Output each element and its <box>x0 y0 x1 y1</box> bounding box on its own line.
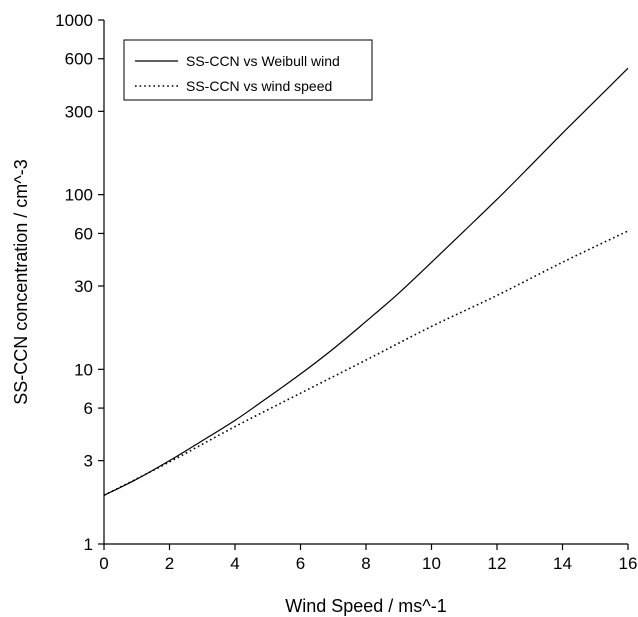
y-tick-label: 100 <box>65 186 93 205</box>
y-axis-title: SS-CCN concentration / cm^-3 <box>11 159 31 405</box>
legend-label-weibull: SS-CCN vs Weibull wind <box>186 53 340 69</box>
legend-label-wind-speed: SS-CCN vs wind speed <box>186 78 332 94</box>
y-tick-label: 30 <box>74 277 93 296</box>
y-tick-label: 6 <box>84 399 93 418</box>
x-tick-label: 16 <box>619 554 638 573</box>
legend: SS-CCN vs Weibull wind SS-CCN vs wind sp… <box>123 39 373 101</box>
x-tick-label: 14 <box>553 554 572 573</box>
series-line-wind-speed <box>103 230 629 497</box>
series-line-weibull <box>103 67 629 496</box>
y-tick-label: 600 <box>65 50 93 69</box>
y-tick-label: 1 <box>84 535 93 554</box>
y-tick-label: 300 <box>65 102 93 121</box>
x-tick-label: 0 <box>99 554 108 573</box>
y-tick-label: 10 <box>74 360 93 379</box>
y-tick-label: 1000 <box>55 11 93 30</box>
x-tick-label: 8 <box>361 554 370 573</box>
y-tick-label: 60 <box>74 224 93 243</box>
x-axis-title: Wind Speed / ms^-1 <box>285 596 447 616</box>
legend-box <box>123 39 373 101</box>
y-tick-label: 3 <box>84 452 93 471</box>
x-tick-label: 12 <box>488 554 507 573</box>
x-tick-label: 6 <box>296 554 305 573</box>
series-layer <box>103 67 629 497</box>
x-tick-label: 10 <box>422 554 441 573</box>
y-ticks: 1 3 6 10 30 60 100 300 600 1000 <box>55 11 104 554</box>
x-tick-label: 4 <box>230 554 239 573</box>
x-tick-label: 2 <box>165 554 174 573</box>
x-ticks: 0 2 4 6 8 10 12 14 16 <box>99 544 637 573</box>
